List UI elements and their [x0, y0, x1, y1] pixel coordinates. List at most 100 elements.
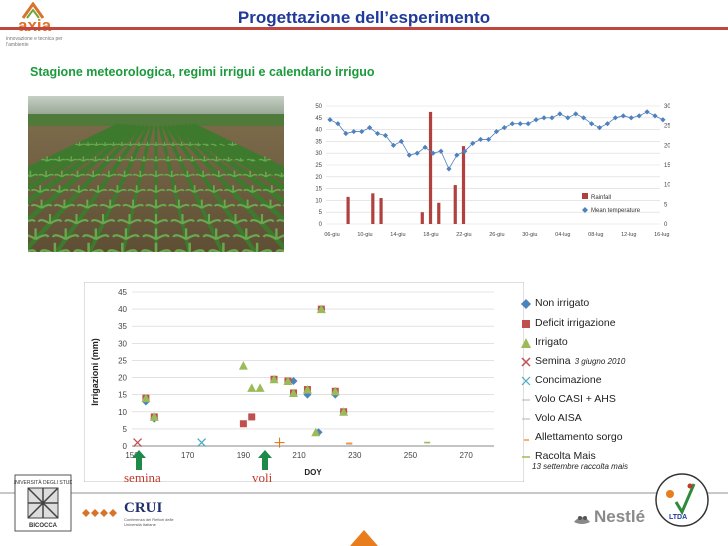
legend-temperature-swatch: [582, 207, 588, 213]
square-icon: [522, 320, 530, 328]
x-tick-label: 30-giu: [522, 232, 537, 238]
corn-plant: [174, 242, 206, 252]
legend-label: Volo CASI + AHS: [535, 393, 616, 405]
weather-chart-left-axis: 0 5 10 15 20 25 30 35 40 45 50: [315, 104, 322, 228]
y-tick-label: 30: [315, 151, 322, 157]
university-seal-icon: UNIVERSITÀ DEGLI STUDI BICOCCA: [14, 474, 72, 532]
rainfall-bar: [461, 146, 466, 224]
corn-plant: [30, 185, 50, 194]
temperature-point: [557, 111, 563, 117]
y2-tick-label: 5: [664, 202, 668, 208]
corn-plant: [249, 214, 275, 225]
temperature-point: [382, 132, 389, 139]
ltda-logo-icon: [655, 473, 709, 527]
axia-wordmark: axia: [18, 16, 52, 35]
semina-arrow-icon: [132, 450, 146, 470]
corn-plant: [258, 156, 272, 162]
corn-plant: [186, 156, 199, 162]
corn-plant: [202, 228, 231, 241]
temperature-point: [327, 117, 333, 123]
corn-plant: [51, 228, 80, 241]
corn-plant: [132, 170, 149, 178]
x-tick-label: 150: [125, 451, 139, 460]
corn-plant: [172, 228, 200, 241]
x-tick-label: 04-lug: [555, 232, 570, 238]
temperature-point: [406, 152, 412, 158]
corn-plant: [50, 185, 69, 194]
rainfall-bar: [379, 198, 383, 224]
corn-plant: [168, 199, 190, 209]
weather-chart-right-axis: 0 5 10 15 20 25 30: [664, 104, 670, 228]
irrigato-point: [238, 361, 248, 370]
nestle-nest-icon: [574, 516, 590, 524]
deficit-irrigazione-point: [248, 413, 256, 421]
temperature-point: [612, 115, 618, 121]
temperature-point: [541, 115, 547, 121]
corn-plant: [241, 242, 273, 252]
corn-plant: [30, 199, 53, 209]
legend-label: Irrigato: [535, 336, 568, 348]
corn-plant: [39, 242, 71, 252]
corn-plant: [140, 242, 172, 252]
rainfall-bar: [453, 185, 457, 224]
legend-label: Allettamento sorgo: [535, 431, 623, 443]
irrigation-chart: 0 5 10 15 20 25 30 35 40 45 150 170 190 210 230 250 270…: [84, 282, 524, 482]
corn-plant: [185, 185, 204, 194]
corn-plant: [142, 228, 170, 241]
temperature-point: [620, 113, 626, 119]
corn-plant: [210, 156, 223, 162]
corn-plant: [28, 228, 50, 241]
irrigato-point: [255, 383, 265, 392]
y-tick-label: 10: [118, 408, 127, 417]
temperature-point: [470, 140, 476, 146]
nestle-logo: Nestlé: [594, 507, 646, 526]
corn-plant: [117, 214, 142, 225]
temperature-point: [335, 121, 341, 127]
corn-plant: [90, 214, 116, 225]
y-tick-label: 0: [123, 442, 128, 451]
corn-plant: [259, 199, 282, 209]
y-tick-label: 5: [319, 210, 323, 216]
temperature-point: [604, 121, 611, 127]
corn-plant: [99, 199, 122, 209]
rainfall-bar: [420, 212, 424, 224]
y2-tick-label: 0: [664, 222, 668, 228]
corn-plant: [88, 185, 108, 194]
corn-plant: [65, 156, 78, 162]
corn-row: [28, 123, 126, 182]
corn-plant: [163, 170, 180, 178]
corn-plant: [161, 156, 175, 162]
temperature-point: [581, 115, 587, 121]
temperature-series: [327, 109, 666, 172]
legend-label: Racolta Mais: [535, 450, 596, 462]
irrigato-point: [330, 386, 340, 396]
temperature-point: [485, 136, 492, 143]
corn-plant: [242, 170, 258, 178]
y2-tick-label: 15: [664, 163, 670, 169]
corn-plant: [54, 170, 70, 178]
corn-plant: [28, 249, 37, 252]
corn-plant: [196, 214, 222, 225]
corn-plant: [101, 156, 114, 162]
corn-plant: [37, 214, 63, 225]
y2-tick-label: 25: [664, 124, 670, 130]
x-tick-label: 270: [459, 451, 473, 460]
x-tick-label: 230: [348, 451, 362, 460]
x-tick-label: 190: [237, 451, 251, 460]
corn-plant: [69, 185, 89, 194]
y-tick-label: 30: [118, 339, 127, 348]
corn-plant: [227, 142, 238, 147]
corn-plant: [223, 185, 243, 194]
temperature-line: [329, 111, 664, 170]
y-tick-label: 0: [319, 222, 323, 228]
header-rule: [0, 27, 728, 30]
rainfall-bars: [346, 111, 466, 224]
corn-plant: [125, 156, 139, 162]
temperature-point: [501, 125, 507, 131]
corn-plant: [275, 249, 284, 252]
x-tick-label: 26-giu: [489, 232, 504, 238]
temperature-point: [628, 115, 634, 121]
corn-plant: [145, 199, 167, 209]
svg-text:UNIVERSITÀ DEGLI STUDI: UNIVERSITÀ DEGLI STUDI: [14, 479, 72, 486]
weather-chart-x-axis: 06-giu 10-giu 14-giu 18-giu 22-giu 26-giu 30-g…: [324, 232, 669, 238]
